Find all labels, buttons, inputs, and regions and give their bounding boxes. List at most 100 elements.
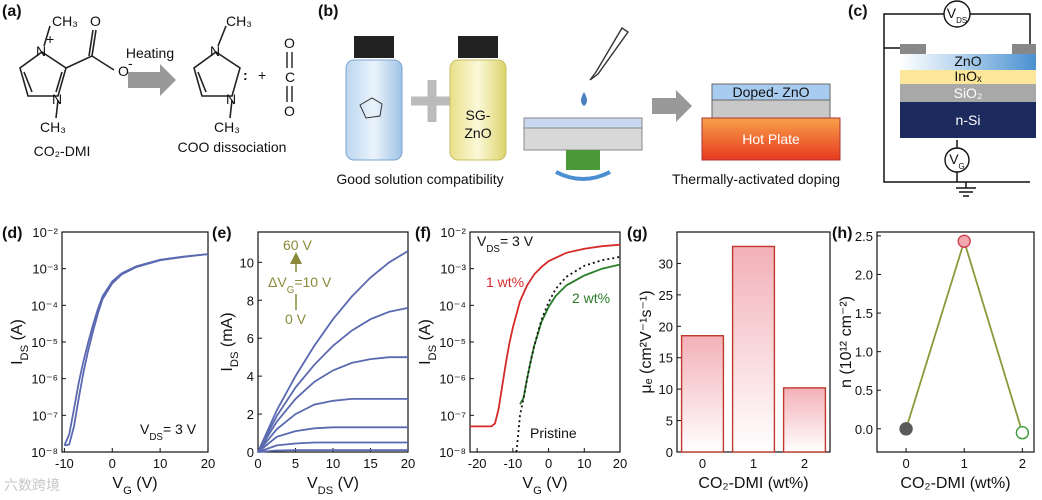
y-tick-label: 10⁻⁷ xyxy=(440,408,466,423)
atom: C xyxy=(285,69,295,85)
panel-c: (c) ZnO InOₓ SiO₂ n-Si VDS VG xyxy=(848,0,1036,197)
series-line xyxy=(257,356,408,453)
plot-frame xyxy=(876,231,1035,453)
y-tick-label: 10⁻⁶ xyxy=(31,372,58,387)
ring xyxy=(19,51,67,97)
text-part: I xyxy=(219,367,236,371)
meter-text: V xyxy=(947,5,957,21)
plus: + xyxy=(258,67,266,83)
x-tick-label: 10 xyxy=(577,456,591,471)
text-sub: G xyxy=(287,285,295,296)
panel-label: (e) xyxy=(212,225,232,242)
y-tick-label: 0 xyxy=(247,445,254,460)
meter xyxy=(944,147,970,173)
text-sub: G xyxy=(533,485,542,495)
marker xyxy=(957,234,971,248)
x-axis-label: CO₂-DMI (wt%) xyxy=(900,475,1010,492)
y-tick-label: 10⁻³ xyxy=(32,262,58,277)
y-tick-label: 5 xyxy=(666,414,673,429)
charge: - xyxy=(128,55,133,71)
y-axis-label: IDS (A) xyxy=(417,319,439,365)
spindle xyxy=(566,150,600,170)
annotation: VDS= 3 V xyxy=(140,421,197,443)
meter xyxy=(943,0,971,28)
y-tick-label: 2.0 xyxy=(855,267,873,282)
layer-label: SiO₂ xyxy=(954,85,983,101)
series-line xyxy=(515,256,621,453)
vial-label: ZnO xyxy=(464,125,491,141)
text-sub: G xyxy=(123,485,132,495)
bar xyxy=(731,245,776,453)
text-part: V xyxy=(112,475,123,492)
plus xyxy=(411,80,453,122)
panel-label: (h) xyxy=(832,225,852,242)
series-line xyxy=(257,307,409,453)
x-tick-label: 5 xyxy=(292,456,299,471)
y-tick-label: 10⁻⁴ xyxy=(439,298,466,313)
series-line xyxy=(519,263,621,405)
series-label: 1 wt% xyxy=(486,274,524,290)
atom: CH₃ xyxy=(52,13,78,29)
y-tick-label: 2 xyxy=(247,407,254,422)
x-tick-label: -10 xyxy=(503,456,522,471)
text-part: (V) xyxy=(333,475,359,492)
y-tick-label: 2.5 xyxy=(855,229,873,244)
marker xyxy=(1015,426,1030,440)
x-tick-label: 1 xyxy=(750,456,757,471)
panel-label: (c) xyxy=(848,3,868,20)
layer xyxy=(900,70,1036,84)
x-tick-label: 0 xyxy=(902,456,909,471)
x-axis-label: VDS (V) xyxy=(307,475,359,495)
molecule xyxy=(359,97,383,119)
text-part: I xyxy=(9,360,26,364)
y-tick-label: 10⁻² xyxy=(32,225,58,240)
y-tick-label: 15 xyxy=(659,351,673,366)
meter-label: VDS xyxy=(947,5,967,25)
atom: CH₃ xyxy=(214,119,240,135)
x-tick-label: 1 xyxy=(961,456,968,471)
pipette xyxy=(589,27,629,81)
x-axis-label: CO₂-DMI (wt%) xyxy=(698,475,808,492)
text-sub: DS xyxy=(19,345,31,361)
x-tick-label: 20 xyxy=(401,456,415,471)
series-line xyxy=(63,253,209,446)
charge: + xyxy=(46,31,54,47)
plot-frame xyxy=(61,231,209,453)
y-tick-label: 0.5 xyxy=(855,383,873,398)
text-part: I xyxy=(417,360,434,364)
ring xyxy=(193,51,241,97)
x-tick-label: 10 xyxy=(153,456,167,471)
series-line xyxy=(257,441,408,453)
text-part: (V) xyxy=(132,475,158,492)
y-tick-label: 6 xyxy=(247,331,254,346)
x-tick-label: 0 xyxy=(545,456,552,471)
text-part: (A) xyxy=(417,319,434,345)
panel-a: (a) N + CH₃ N CH₃ O O - Heating N CH₃ N … xyxy=(2,3,295,159)
droplet xyxy=(581,92,587,106)
series-line xyxy=(257,250,409,453)
x-tick-label: 0 xyxy=(699,456,706,471)
series-line xyxy=(257,398,408,453)
y-tick-label: 4 xyxy=(247,369,254,384)
x-tick-label: 0 xyxy=(254,456,261,471)
atom: N xyxy=(210,43,220,59)
annotation: 0 V xyxy=(285,311,307,327)
text-part: = 3 V xyxy=(163,421,197,437)
atom: CH₃ xyxy=(226,13,252,29)
panel-label: (b) xyxy=(318,3,338,20)
text-part: = 3 V xyxy=(500,233,534,249)
x-tick-label: 2 xyxy=(801,456,808,471)
vial xyxy=(449,59,507,161)
series-line xyxy=(257,449,408,453)
text-sub: DS xyxy=(486,244,500,255)
y-tick-label: 8 xyxy=(247,293,254,308)
layer-label: n-Si xyxy=(956,112,981,128)
y-tick-label: 10⁻⁵ xyxy=(439,335,466,350)
atom: O xyxy=(118,63,129,79)
y-tick-label: 10 xyxy=(659,382,673,397)
caption: CO₂-DMI xyxy=(34,143,91,159)
text-part: V xyxy=(477,233,487,249)
panel-label: (g) xyxy=(627,225,647,242)
panel-label: (d) xyxy=(2,225,22,242)
meter-sub: DS xyxy=(956,16,967,25)
